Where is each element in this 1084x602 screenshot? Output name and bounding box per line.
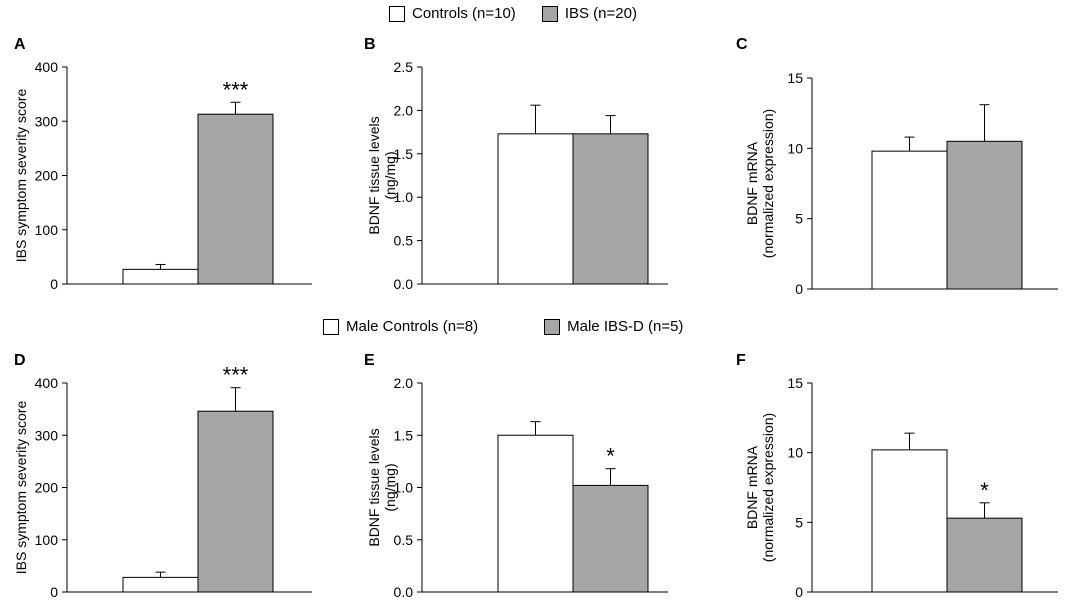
panel-a-ytick-label-0: 0: [50, 276, 58, 292]
legend-item-male-controls: Male Controls (n=8): [323, 318, 478, 335]
panel-f-letter: F: [736, 352, 746, 369]
panel-b-ytick-label-5: 2.5: [394, 59, 414, 75]
panel-f-bar-1: [946, 517, 1023, 593]
panel-d-ylabel-line-0: IBS symptom severity score: [13, 401, 29, 575]
panel-a-ytick-label-2: 200: [35, 168, 59, 184]
panel-c-bar-0: [871, 150, 948, 290]
panel-e-significance-1: *: [606, 444, 615, 469]
panel-f-ylabel-line-1: (normalized expression): [760, 413, 776, 562]
legend-top: Controls (n=10) IBS (n=20): [389, 5, 637, 22]
panel-e-ylabel-line-1: (ng/mg): [382, 463, 398, 511]
panel-f-ytick-label-3: 15: [787, 375, 803, 391]
panel-b-ytick-label-1: 0.5: [394, 233, 414, 249]
panel-f-bar-0: [871, 449, 948, 593]
legend-swatch-male-controls: [323, 318, 339, 335]
panel-a-ytick-label-4: 400: [35, 59, 59, 75]
panel-d-bar-1: [197, 410, 274, 593]
panel-b-ytick-label-4: 2.0: [394, 102, 414, 118]
panel-e-ytick-label-3: 1.5: [394, 427, 414, 443]
panel-d-ytick-label-0: 0: [50, 584, 58, 600]
panel-c-letter: C: [736, 36, 748, 53]
panel-e-letter: E: [364, 352, 375, 369]
panel-c-ytick-label-3: 15: [787, 70, 803, 86]
legend-label-ibs: IBS (n=20): [564, 5, 637, 22]
legend-swatch-controls: [389, 5, 405, 22]
panel-b-letter: B: [364, 36, 376, 53]
legend-item-male-ibs-d: Male IBS-D (n=5): [544, 318, 683, 335]
panel-b-ylabel-line-0: BDNF tissue levels: [366, 116, 382, 234]
panel-d-ytick-label-4: 400: [35, 375, 59, 391]
legend-item-controls: Controls (n=10): [389, 5, 516, 22]
panel-a-ytick-label-3: 300: [35, 113, 59, 129]
legend-item-ibs: IBS (n=20): [541, 5, 637, 22]
panel-a-bar-0: [122, 268, 199, 285]
legend-swatch-ibs: [541, 5, 558, 22]
panel-b-ylabel-line-1: (ng/mg): [382, 151, 398, 199]
panel-f-ylabel-line-0: BDNF mRNA: [744, 445, 760, 529]
panel-e-ylabel-line-0: BDNF tissue levels: [366, 428, 382, 546]
panel-f-significance-1: *: [980, 478, 989, 503]
panel-d-significance-1: ***: [223, 363, 249, 388]
panel-c-bar-1: [946, 140, 1023, 290]
panel-b-bar-0: [497, 133, 574, 285]
panel-e-ytick-label-2: 1.0: [394, 480, 414, 496]
panel-e-bar-1: [572, 484, 649, 593]
panel-b-ytick-label-0: 0.0: [394, 276, 414, 292]
panel-c-ylabel-line-1: (normalized expression): [760, 109, 776, 258]
panel-f-ytick-label-2: 10: [787, 445, 803, 461]
panel-b-bar-1: [572, 133, 649, 285]
panel-e-ytick-label-0: 0.0: [394, 584, 414, 600]
panel-a-ylabel-line-0: IBS symptom severity score: [13, 89, 29, 263]
panel-e-ytick-label-1: 0.5: [394, 532, 414, 548]
panel-a-significance-1: ***: [223, 77, 249, 102]
legend-label-male-controls: Male Controls (n=8): [346, 318, 479, 335]
panel-a-letter: A: [14, 36, 26, 53]
panel-b-ytick-label-3: 1.5: [394, 146, 414, 162]
panel-d-ytick-label-2: 200: [35, 480, 59, 496]
panel-d-bar-0: [122, 576, 199, 593]
panel-d-ytick-label-3: 300: [35, 427, 59, 443]
panel-b-ytick-label-2: 1.0: [394, 189, 414, 205]
legend-swatch-male-ibs-d: [544, 318, 561, 335]
panel-d-letter: D: [14, 352, 26, 369]
panel-c-ylabel-line-0: BDNF mRNA: [744, 141, 760, 225]
panel-f-ytick-label-0: 0: [795, 584, 803, 600]
panel-d-ytick-label-1: 100: [35, 532, 59, 548]
panel-c-ytick-label-0: 0: [795, 281, 803, 297]
legend-bottom: Male Controls (n=8) Male IBS-D (n=5): [323, 318, 683, 335]
panel-a-ytick-label-1: 100: [35, 222, 59, 238]
legend-label-male-ibs-d: Male IBS-D (n=5): [567, 318, 684, 335]
panel-f-ytick-label-1: 5: [795, 514, 803, 530]
panel-e-bar-0: [497, 434, 574, 593]
panel-c-ytick-label-2: 10: [787, 140, 803, 156]
panel-a-bar-1: [197, 113, 274, 285]
legend-label-controls: Controls (n=10): [412, 5, 516, 22]
panel-c-ytick-label-1: 5: [795, 211, 803, 227]
panel-e-ytick-label-4: 2.0: [394, 375, 414, 391]
